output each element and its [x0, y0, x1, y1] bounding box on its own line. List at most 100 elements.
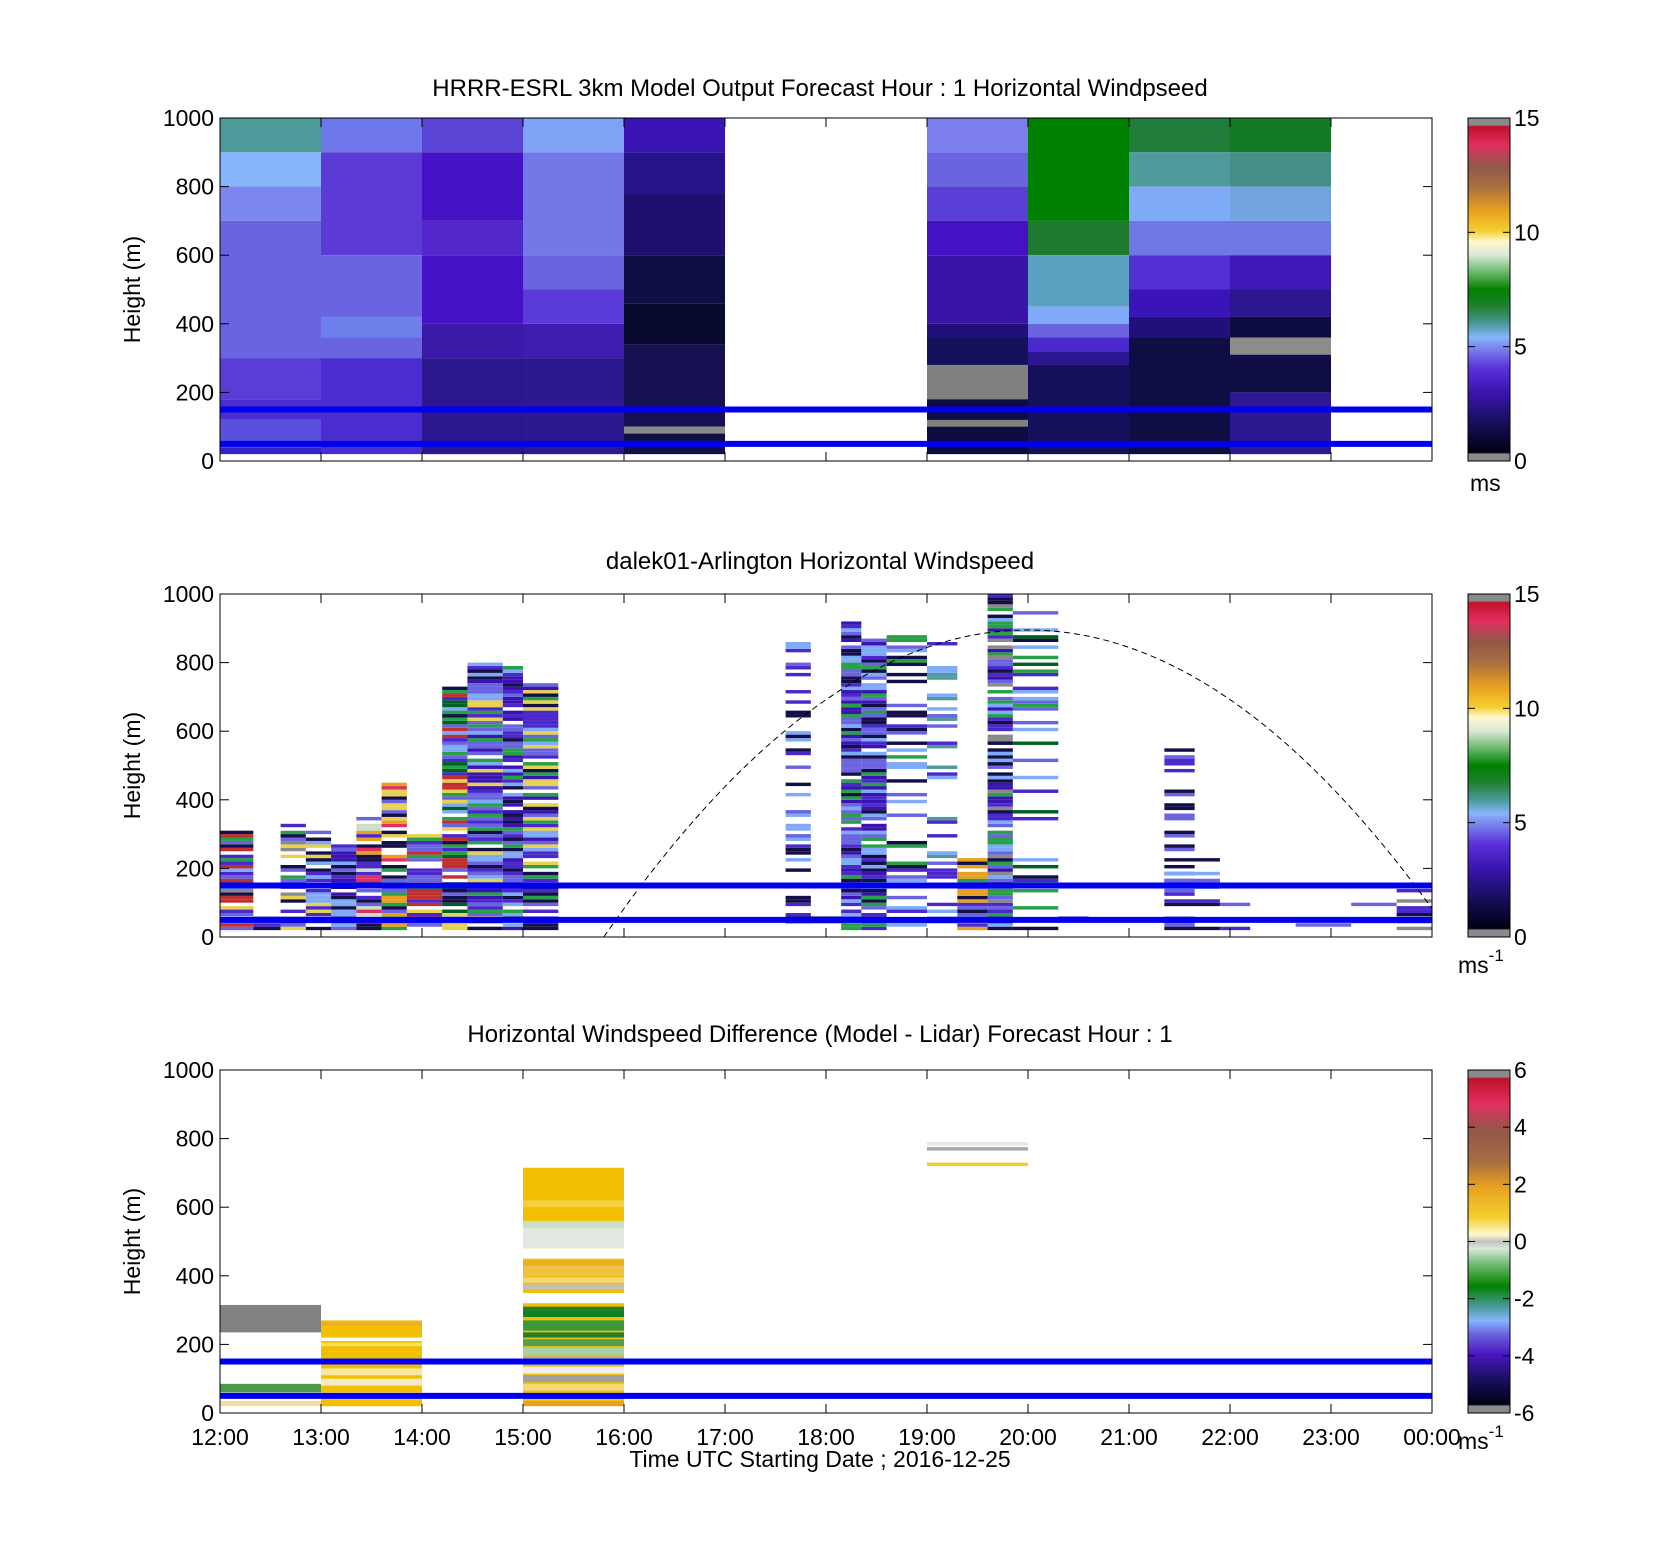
colorbar-tick-label: 4 — [1514, 1114, 1527, 1140]
x-tick-label: 16:00 — [595, 1424, 653, 1450]
heatmap-cell — [381, 786, 407, 790]
heatmap-cell — [381, 840, 407, 845]
heatmap-cell — [841, 652, 862, 656]
heatmap-cell — [987, 782, 1013, 787]
heatmap-cell — [523, 847, 559, 852]
heatmap-cell — [841, 645, 862, 649]
heatmap-cell — [841, 762, 862, 766]
heatmap-cell — [523, 1260, 624, 1266]
heatmap-cell — [927, 765, 958, 769]
heatmap-cell — [356, 861, 382, 865]
heatmap-cell — [467, 851, 503, 855]
heatmap-cell — [406, 840, 443, 845]
heatmap-cell — [987, 923, 1013, 927]
heatmap-cell — [841, 806, 862, 811]
heatmap-cell — [886, 840, 927, 845]
heatmap-cell — [321, 1347, 422, 1362]
heatmap-cell — [467, 875, 503, 879]
heatmap-cell — [1012, 686, 1059, 691]
heatmap-cell — [406, 888, 443, 893]
heatmap-cell — [927, 714, 958, 718]
heatmap-cell — [502, 686, 523, 691]
heatmap-cell — [220, 871, 254, 876]
heatmap-cell — [523, 696, 559, 701]
heatmap-cell — [957, 875, 988, 879]
heatmap-cell — [927, 861, 958, 865]
heatmap-cell — [861, 717, 887, 721]
heatmap-cell — [381, 782, 407, 787]
heatmap-cell — [523, 864, 559, 869]
heatmap-cell — [331, 878, 357, 883]
heatmap-cell — [785, 748, 811, 752]
heatmap-cell — [442, 768, 468, 773]
heatmap-cell — [987, 600, 1013, 605]
heatmap-cell — [624, 152, 725, 194]
heatmap-cell — [861, 888, 887, 893]
heatmap-cell — [523, 1383, 624, 1391]
heatmap-cell — [1129, 255, 1230, 290]
heatmap-cell — [1396, 912, 1432, 917]
colorbar-tick-label: 15 — [1514, 581, 1540, 607]
heatmap-cell — [381, 892, 407, 896]
heatmap-cell — [886, 710, 927, 715]
heatmap-cell — [841, 717, 862, 721]
heatmap-cell — [861, 813, 887, 817]
heatmap-cell — [442, 844, 468, 848]
heatmap-cell — [841, 858, 862, 862]
heatmap-cell — [502, 837, 523, 841]
heatmap-cell — [280, 861, 306, 865]
heatmap-cell — [381, 847, 407, 852]
heatmap-cell — [1012, 655, 1059, 660]
heatmap-cell — [523, 717, 559, 721]
heatmap-cell — [442, 902, 468, 907]
heatmap-cell — [523, 734, 559, 739]
heatmap-cell — [886, 727, 927, 732]
heatmap-cell — [1012, 888, 1059, 893]
heatmap-cell — [841, 789, 862, 793]
heatmap-cell — [467, 751, 503, 756]
heatmap-cell — [861, 895, 887, 900]
heatmap-cell — [502, 683, 523, 687]
heatmap-cell — [1164, 871, 1220, 876]
heatmap-cell — [987, 690, 1013, 694]
heatmap-cell — [841, 861, 862, 865]
heatmap-cell — [280, 844, 306, 848]
heatmap-cell — [785, 751, 811, 756]
y-axis-label: Height (m) — [119, 712, 145, 819]
heatmap-cell — [987, 858, 1013, 862]
heatmap-cell — [861, 768, 887, 773]
heatmap-cell — [1164, 888, 1195, 893]
heatmap-cell — [987, 669, 1013, 673]
heatmap-cell — [467, 738, 503, 742]
panel-title: HRRR-ESRL 3km Model Output Forecast Hour… — [432, 75, 1207, 102]
heatmap-cell — [220, 864, 254, 869]
colorbar-tick-label: 5 — [1514, 334, 1527, 360]
heatmap-cell — [523, 707, 559, 711]
heatmap-cell — [280, 926, 306, 931]
heatmap-cell — [523, 909, 559, 913]
heatmap-cell — [467, 727, 503, 732]
y-tick-label: 1000 — [163, 105, 214, 131]
heatmap-cell — [1164, 892, 1195, 896]
heatmap-cell — [841, 755, 862, 759]
heatmap-cell — [422, 358, 523, 455]
heatmap-cell — [927, 696, 958, 701]
heatmap-cell — [987, 662, 1013, 667]
heatmap-cell — [442, 840, 468, 845]
heatmap-cell — [841, 864, 862, 869]
heatmap-cell — [467, 676, 503, 680]
heatmap-cell — [861, 851, 887, 855]
heatmap-cell — [305, 858, 332, 862]
heatmap-cell — [1164, 748, 1195, 752]
heatmap-cell — [861, 803, 887, 807]
heatmap-cell — [1012, 789, 1059, 793]
heatmap-cell — [841, 676, 862, 680]
heatmap-cell — [280, 909, 306, 913]
heatmap-cell — [927, 744, 958, 749]
heatmap-cell — [861, 690, 887, 694]
heatmap-cells — [220, 1142, 1028, 1407]
heatmap-cell — [220, 858, 254, 862]
heatmap-cell — [785, 868, 811, 872]
heatmap-cell — [861, 926, 887, 931]
heatmap-cell — [305, 875, 332, 879]
